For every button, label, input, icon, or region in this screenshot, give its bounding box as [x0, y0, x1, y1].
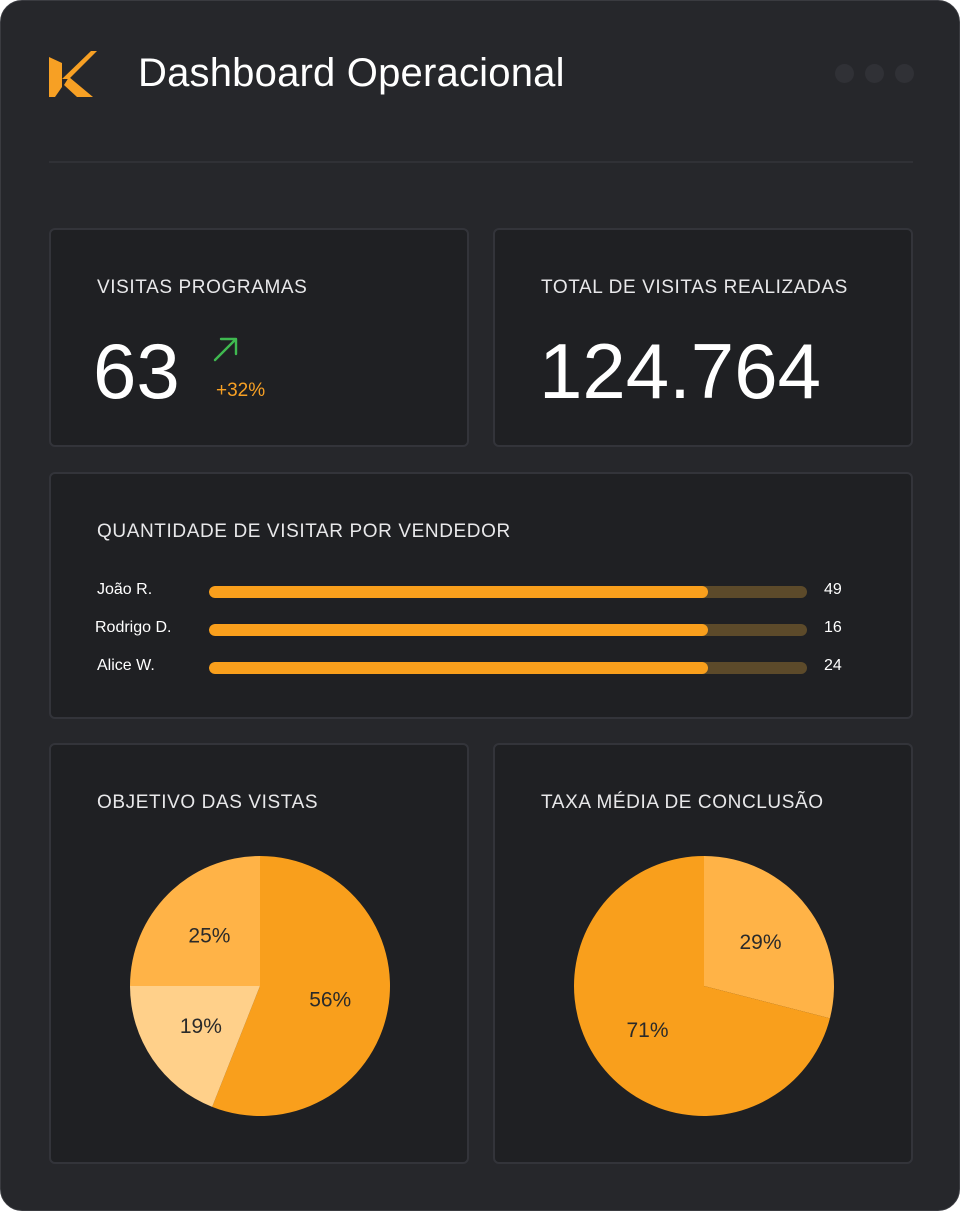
completion-pie-chart: 29% 71% [574, 856, 834, 1116]
seller-bar-fill [209, 586, 709, 598]
seller-value: 49 [824, 581, 842, 598]
header-divider [49, 161, 913, 163]
seller-value: 16 [824, 619, 842, 636]
seller-bar-track [209, 662, 807, 674]
pie-slice-1-0 [704, 856, 834, 1019]
pie-slice-1-1 [574, 856, 830, 1116]
window-dot-3[interactable] [895, 64, 914, 83]
kpi-total-value: 124.764 [539, 327, 821, 415]
seller-name: João R. [97, 581, 153, 598]
window-dot-1[interactable] [835, 64, 854, 83]
pie-slice-label: 29% [739, 931, 781, 954]
seller-bar-fill [209, 624, 709, 636]
kpi-card-total: TOTAL DE VISITAS REALIZADAS 124.764 [493, 228, 913, 447]
kpi-visits-delta: +32% [216, 380, 266, 401]
kpi-card-visits: VISITAS PROGRAMAS 63 +32% [49, 228, 469, 447]
pie-slice-label: 56% [309, 988, 351, 1011]
seller-bar-track [209, 586, 807, 598]
seller-bar-fill [209, 662, 709, 674]
window-dot-2[interactable] [865, 64, 884, 83]
trend-up-arrow-icon [213, 337, 238, 362]
pie-slice-0-0 [212, 856, 390, 1116]
seller-row: João R. 49 [97, 581, 857, 601]
objective-chart-card: OBJETIVO DAS VISTAS 56% 19% 25% [49, 743, 469, 1164]
window-controls [835, 64, 914, 83]
kpi-visits-title: VISITAS PROGRAMAS [97, 277, 308, 298]
objective-chart-title: OBJETIVO DAS VISTAS [97, 792, 319, 813]
pie-slice-0-2 [130, 856, 260, 986]
kpi-total-title: TOTAL DE VISITAS REALIZADAS [541, 277, 848, 298]
k-logo-icon [49, 51, 97, 97]
seller-name: Rodrigo D. [95, 619, 172, 636]
pie-slice-label: 71% [626, 1019, 668, 1042]
kpi-visits-value: 63 [93, 327, 180, 415]
page-title: Dashboard Operacional [138, 51, 565, 95]
objective-pie-chart: 56% 19% 25% [130, 856, 390, 1116]
sellers-card: QUANTIDADE DE VISITAR POR VENDEDOR João … [49, 472, 913, 719]
completion-chart-title: TAXA MÉDIA DE CONCLUSÃO [541, 792, 824, 813]
seller-name: Alice W. [97, 657, 155, 674]
sellers-title: QUANTIDADE DE VISITAR POR VENDEDOR [97, 521, 511, 542]
seller-value: 24 [824, 657, 842, 674]
seller-row: Alice W. 24 [97, 657, 857, 677]
pie-slice-label: 25% [188, 924, 230, 947]
pie-slice-label: 19% [180, 1015, 222, 1038]
seller-bar-track [209, 624, 807, 636]
seller-row: Rodrigo D. 16 [95, 619, 857, 639]
pie-slice-0-1 [130, 986, 260, 1107]
completion-chart-card: TAXA MÉDIA DE CONCLUSÃO 29% 71% [493, 743, 913, 1164]
